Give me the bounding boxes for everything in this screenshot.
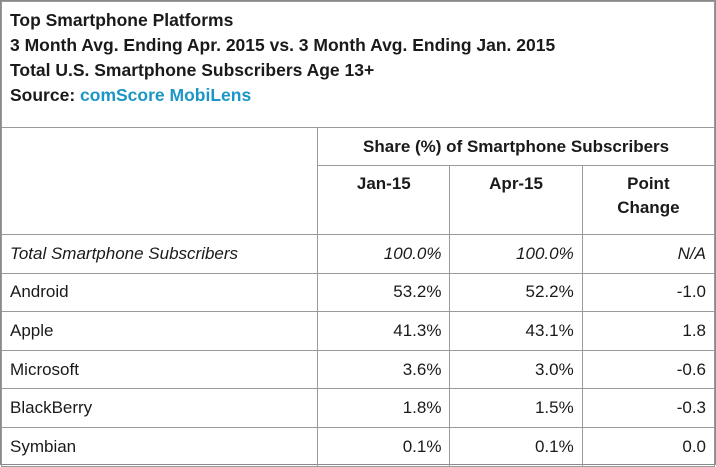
share-group-header: Share (%) of Smartphone Subscribers (317, 127, 715, 166)
row-label: Symbian (0, 426, 319, 467)
row-label: BlackBerry (0, 388, 319, 428)
table-header: Top Smartphone Platforms 3 Month Avg. En… (1, 1, 715, 128)
cell-jan: 0.1% (317, 426, 451, 467)
group-header-row: Share (%) of Smartphone Subscribers (0, 127, 715, 235)
cell-change: -0.6 (581, 349, 716, 390)
table-row-blackberry: BlackBerry 1.8% 1.5% -0.3 (0, 388, 716, 428)
row-label: Android (0, 272, 319, 313)
column-header-apr: Apr-15 (449, 165, 583, 235)
row-label: Microsoft (0, 349, 319, 390)
column-header-jan: Jan-15 (317, 165, 451, 235)
cell-change: -0.3 (581, 388, 716, 428)
cell-apr: 0.1% (449, 426, 583, 467)
blank-corner-cell (0, 127, 319, 235)
column-header-change: Point Change (581, 165, 716, 235)
cell-apr: 100.0% (449, 234, 583, 274)
cell-change: 0.0 (581, 426, 716, 467)
cell-change: -1.0 (581, 272, 716, 313)
cell-jan: 53.2% (317, 272, 451, 313)
table-subtitle: 3 Month Avg. Ending Apr. 2015 vs. 3 Mont… (10, 35, 556, 55)
source-link[interactable]: comScore MobiLens (80, 85, 252, 105)
table-row-microsoft: Microsoft 3.6% 3.0% -0.6 (0, 349, 716, 390)
cell-apr: 43.1% (449, 311, 583, 351)
cell-change: N/A (581, 234, 716, 274)
cell-jan: 100.0% (317, 234, 451, 274)
cell-apr: 1.5% (449, 388, 583, 428)
table-row-total: Total Smartphone Subscribers 100.0% 100.… (0, 234, 716, 274)
cell-jan: 3.6% (317, 349, 451, 390)
column-header-row: Jan-15 Apr-15 Point Change (2, 165, 716, 235)
cell-jan: 41.3% (317, 311, 451, 351)
table-row-symbian: Symbian 0.1% 0.1% 0.0 (0, 426, 716, 467)
population-note: Total U.S. Smartphone Subscribers Age 13… (10, 60, 375, 80)
table-title: Top Smartphone Platforms (10, 10, 234, 30)
cell-jan: 1.8% (317, 388, 451, 428)
header-row: Top Smartphone Platforms 3 Month Avg. En… (1, 1, 715, 128)
table-row-apple: Apple 41.3% 43.1% 1.8 (0, 311, 716, 351)
row-label: Apple (0, 311, 319, 351)
cell-apr: 3.0% (449, 349, 583, 390)
source-label: Source: (10, 85, 76, 105)
source-line: Source: comScore MobiLens (10, 83, 706, 108)
table-row-android: Android 53.2% 52.2% -1.0 (0, 272, 716, 313)
row-label: Total Smartphone Subscribers (0, 234, 319, 274)
cell-apr: 52.2% (449, 272, 583, 313)
cell-change: 1.8 (581, 311, 716, 351)
